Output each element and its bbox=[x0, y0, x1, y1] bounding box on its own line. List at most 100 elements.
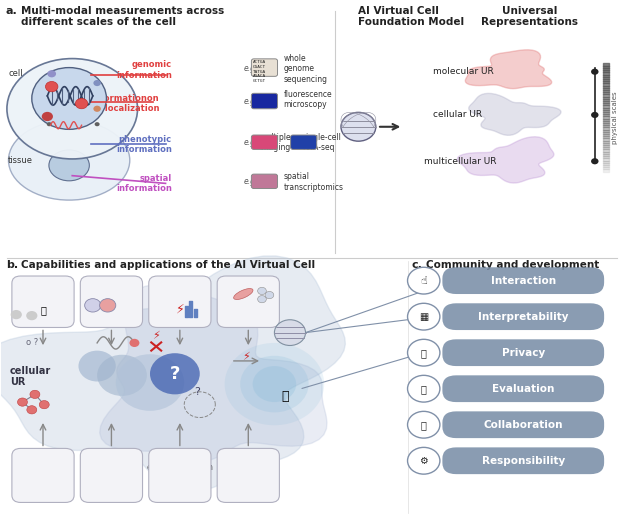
FancyBboxPatch shape bbox=[12, 448, 74, 503]
Text: physical scales: physical scales bbox=[612, 91, 618, 144]
Text: Intrinsic
perturbation: Intrinsic perturbation bbox=[155, 280, 205, 299]
Ellipse shape bbox=[234, 288, 253, 299]
Text: Evaluation: Evaluation bbox=[492, 384, 554, 394]
Circle shape bbox=[591, 112, 598, 118]
Text: cellular
UR: cellular UR bbox=[10, 365, 51, 387]
Circle shape bbox=[79, 351, 116, 381]
Text: ▦: ▦ bbox=[419, 312, 428, 321]
Text: Universal
Representations: Universal Representations bbox=[481, 6, 578, 27]
Text: Continuous
dynamics: Continuous dynamics bbox=[89, 280, 134, 299]
Circle shape bbox=[100, 299, 116, 312]
FancyBboxPatch shape bbox=[148, 276, 211, 328]
Polygon shape bbox=[0, 256, 346, 492]
Ellipse shape bbox=[8, 120, 130, 200]
FancyBboxPatch shape bbox=[442, 375, 604, 402]
Circle shape bbox=[76, 99, 88, 109]
FancyBboxPatch shape bbox=[252, 135, 278, 150]
Text: whole
genome
sequencing: whole genome sequencing bbox=[284, 54, 328, 84]
FancyBboxPatch shape bbox=[12, 276, 74, 328]
Text: Spatial
niches: Spatial niches bbox=[29, 453, 57, 472]
Text: spatial
information: spatial information bbox=[116, 174, 172, 193]
Text: Extrinsic
perturbation
e.g.,: Extrinsic perturbation e.g., bbox=[223, 280, 273, 310]
Circle shape bbox=[11, 310, 22, 319]
Text: ☝: ☝ bbox=[420, 276, 427, 286]
Text: Privacy: Privacy bbox=[502, 348, 545, 358]
Circle shape bbox=[97, 354, 147, 396]
Text: ⚙: ⚙ bbox=[419, 456, 428, 466]
Text: single-cell
RNA-seq: single-cell RNA-seq bbox=[303, 133, 341, 152]
Text: multicellular UR: multicellular UR bbox=[424, 157, 496, 166]
Text: e.g.,: e.g., bbox=[243, 138, 260, 147]
Text: AI Virtual Cell
Foundation Model: AI Virtual Cell Foundation Model bbox=[358, 6, 465, 27]
Text: 🤝: 🤝 bbox=[420, 420, 427, 430]
Text: Community and development: Community and development bbox=[426, 260, 600, 269]
Circle shape bbox=[42, 112, 53, 121]
Circle shape bbox=[258, 296, 266, 303]
Circle shape bbox=[240, 356, 308, 412]
Text: e.g.,: e.g., bbox=[243, 178, 260, 186]
Text: Reference
atlas: Reference atlas bbox=[22, 280, 63, 299]
Polygon shape bbox=[468, 93, 561, 135]
Circle shape bbox=[591, 69, 598, 75]
Text: tissue: tissue bbox=[8, 156, 33, 165]
Circle shape bbox=[591, 158, 598, 164]
Text: Multi-modal measurements across
different scales of the cell: Multi-modal measurements across differen… bbox=[20, 6, 224, 27]
Circle shape bbox=[116, 354, 184, 411]
Text: ⚡: ⚡ bbox=[243, 352, 250, 362]
Text: cellular UR: cellular UR bbox=[433, 110, 482, 119]
Circle shape bbox=[408, 447, 440, 474]
Text: spatial
transcriptomics: spatial transcriptomics bbox=[284, 172, 344, 191]
FancyBboxPatch shape bbox=[81, 448, 143, 503]
Ellipse shape bbox=[7, 59, 138, 159]
FancyBboxPatch shape bbox=[252, 174, 278, 188]
Circle shape bbox=[408, 375, 440, 402]
Text: Interpretability: Interpretability bbox=[478, 312, 568, 321]
Text: phenotypic
information: phenotypic information bbox=[116, 135, 172, 154]
Circle shape bbox=[26, 311, 37, 320]
Text: multiplex
imaging: multiplex imaging bbox=[259, 133, 295, 152]
Circle shape bbox=[408, 303, 440, 330]
FancyBboxPatch shape bbox=[217, 276, 280, 328]
Circle shape bbox=[47, 70, 56, 77]
FancyBboxPatch shape bbox=[252, 59, 278, 76]
Circle shape bbox=[275, 320, 305, 346]
Circle shape bbox=[95, 122, 100, 126]
Circle shape bbox=[341, 112, 376, 141]
Circle shape bbox=[84, 299, 101, 312]
Circle shape bbox=[408, 340, 440, 366]
Circle shape bbox=[93, 106, 101, 112]
Text: Capabilities and applications of the AI Virtual Cell: Capabilities and applications of the AI … bbox=[20, 260, 315, 269]
FancyBboxPatch shape bbox=[442, 447, 604, 474]
Text: c.: c. bbox=[412, 260, 422, 269]
Polygon shape bbox=[465, 50, 552, 89]
Text: a.: a. bbox=[6, 6, 17, 16]
Text: Interaction: Interaction bbox=[491, 276, 556, 286]
Ellipse shape bbox=[32, 68, 106, 130]
Text: o ?: o ? bbox=[26, 338, 38, 347]
Text: In silico
experimentation: In silico experimentation bbox=[147, 453, 213, 472]
Text: Collaboration: Collaboration bbox=[483, 420, 563, 430]
FancyBboxPatch shape bbox=[252, 93, 278, 109]
Ellipse shape bbox=[49, 150, 90, 181]
Circle shape bbox=[27, 406, 36, 414]
FancyBboxPatch shape bbox=[442, 340, 604, 366]
Text: 📊: 📊 bbox=[420, 384, 427, 394]
Text: 🔒: 🔒 bbox=[282, 391, 289, 404]
Text: 🐟: 🐟 bbox=[40, 305, 46, 315]
Text: ?: ? bbox=[170, 365, 180, 383]
Text: Novel cell state
discovery: Novel cell state discovery bbox=[80, 453, 143, 472]
Text: genomic
information: genomic information bbox=[116, 60, 172, 80]
Circle shape bbox=[93, 80, 101, 86]
Circle shape bbox=[258, 287, 266, 295]
Polygon shape bbox=[458, 137, 554, 183]
Circle shape bbox=[45, 82, 58, 92]
FancyBboxPatch shape bbox=[148, 448, 211, 503]
FancyBboxPatch shape bbox=[442, 411, 604, 438]
Text: ACTGA
CGACT
TATGA
AGACA
GCTGT: ACTGA CGACT TATGA AGACA GCTGT bbox=[253, 60, 266, 83]
Text: b.: b. bbox=[6, 260, 18, 269]
Text: e.g.,: e.g., bbox=[243, 64, 260, 73]
Text: cell: cell bbox=[8, 69, 23, 78]
Circle shape bbox=[408, 267, 440, 294]
Circle shape bbox=[225, 343, 324, 425]
Circle shape bbox=[265, 292, 274, 299]
